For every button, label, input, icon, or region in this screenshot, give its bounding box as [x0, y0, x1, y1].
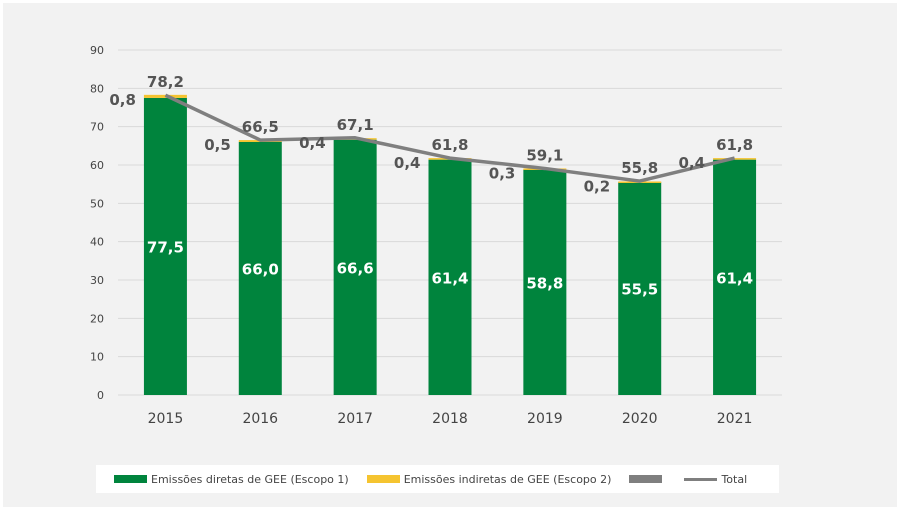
total-line — [164, 93, 735, 183]
bar-scope1 — [713, 159, 757, 395]
x-tick-label: 2020 — [622, 411, 658, 427]
y-tick-label: 60 — [90, 159, 104, 172]
data-label-total: 78,2 — [147, 73, 184, 91]
chart-legend: Emissões diretas de GEE (Escopo 1) Emiss… — [96, 465, 779, 493]
y-tick-label: 50 — [90, 197, 104, 210]
data-label-scope1: 55,5 — [621, 281, 658, 299]
bar-scope1 — [428, 159, 472, 395]
data-label-scope1: 61,4 — [431, 269, 468, 287]
bar-scope1 — [618, 182, 662, 395]
x-tick-label: 2021 — [717, 411, 753, 427]
data-label-scope2: 0,4 — [678, 154, 705, 172]
data-label-scope1: 77,5 — [147, 238, 184, 256]
x-tick-label: 2017 — [337, 411, 373, 427]
y-tick-label: 10 — [90, 351, 104, 364]
data-label-scope2: 0,4 — [394, 154, 421, 172]
x-tick-label: 2018 — [432, 411, 468, 427]
legend-swatch-total — [684, 477, 718, 481]
legend-label-scope2: Emissões indiretas de GEE (Escopo 2) — [403, 472, 612, 486]
legend-item-scope1: Emissões diretas de GEE (Escopo 1) — [114, 473, 349, 486]
data-label-scope2: 0,2 — [584, 177, 611, 195]
x-tick-label: 2016 — [242, 411, 278, 427]
legend-item-scope2: Emissões indiretas de GEE (Escopo 2) — [366, 472, 612, 486]
x-tick-label: 2015 — [148, 411, 184, 427]
y-tick-label: 30 — [90, 274, 104, 287]
legend-swatch-scope1 — [114, 475, 147, 483]
legend-swatch-unlabeled — [629, 475, 663, 483]
legend-swatch-scope2 — [366, 475, 400, 483]
data-label-scope2: 0,3 — [489, 164, 516, 182]
data-label-scope2: 0,4 — [299, 134, 326, 152]
data-label-total: 66,5 — [242, 118, 279, 136]
y-tick-label: 80 — [90, 82, 104, 95]
legend-item-total: Total — [684, 473, 747, 486]
bar-scope1 — [238, 142, 282, 395]
data-label-scope2: 0,5 — [204, 136, 231, 154]
y-tick-label: 20 — [90, 312, 104, 325]
bar-scope1 — [523, 169, 567, 395]
legend-label-total: Total — [721, 472, 748, 486]
data-label-total: 67,1 — [337, 116, 374, 134]
bar-scope1 — [333, 139, 377, 395]
bar-scope1 — [143, 97, 187, 396]
y-tick-label: 0 — [97, 389, 104, 402]
y-tick-label: 40 — [90, 236, 104, 249]
x-tick-label: 2019 — [527, 411, 563, 427]
data-label-scope1: 58,8 — [526, 274, 563, 292]
legend-label-scope1: Emissões diretas de GEE (Escopo 1) — [151, 472, 349, 486]
data-label-scope1: 66,6 — [337, 259, 374, 277]
data-label-scope1: 66,0 — [242, 261, 279, 279]
data-label-total: 61,8 — [431, 136, 468, 154]
legend-item-unlabeled — [629, 475, 666, 483]
data-label-scope2: 0,8 — [109, 91, 136, 109]
data-label-total: 55,8 — [621, 159, 658, 177]
data-label-total: 59,1 — [526, 146, 563, 164]
y-tick-label: 90 — [90, 44, 104, 57]
data-label-scope1: 61,4 — [716, 269, 753, 287]
data-label-total: 61,8 — [716, 136, 753, 154]
y-tick-label: 70 — [90, 121, 104, 134]
